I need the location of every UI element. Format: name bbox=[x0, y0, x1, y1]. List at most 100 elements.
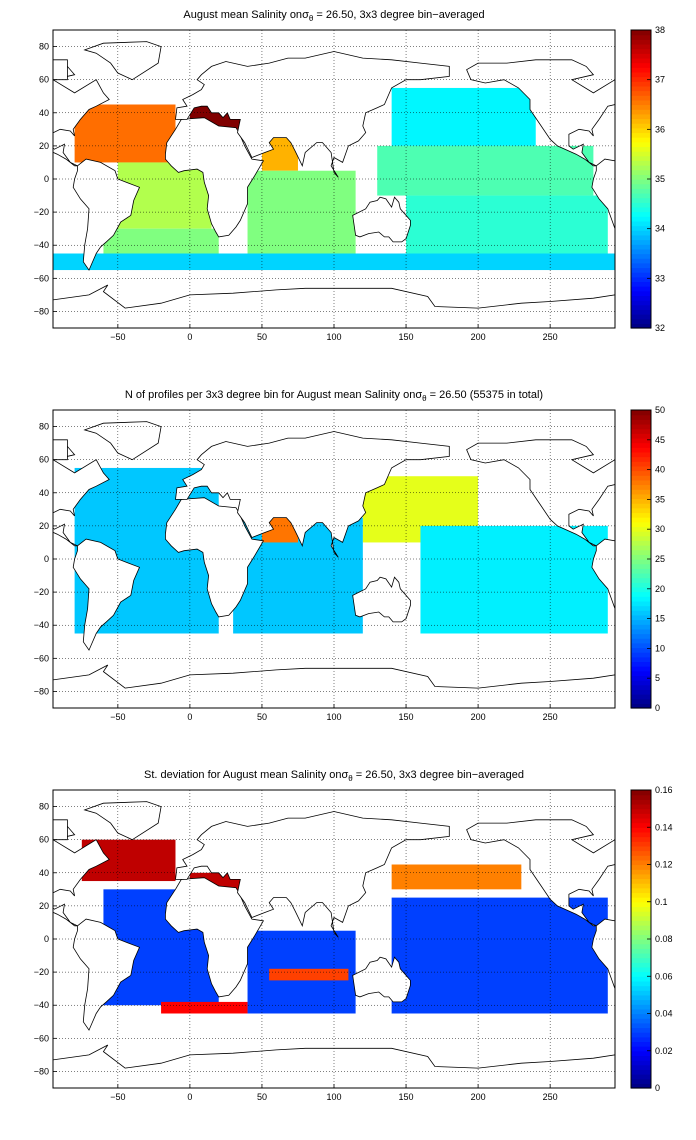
colorbar-step-22 bbox=[631, 605, 651, 611]
colorbar-step-27 bbox=[631, 202, 651, 208]
x-tick-label-3: 50 bbox=[257, 712, 267, 722]
colorbar-step-37 bbox=[631, 535, 651, 541]
x-tick-label-1: −50 bbox=[110, 332, 125, 342]
colorbar-step-47 bbox=[631, 489, 651, 495]
colorbar-step-36 bbox=[631, 920, 651, 926]
colorbar-step-51 bbox=[631, 90, 651, 96]
colorbar-step-61 bbox=[631, 423, 651, 430]
colorbar-step-54 bbox=[631, 456, 651, 462]
colorbar-step-12 bbox=[631, 272, 651, 278]
colorbar-step-57 bbox=[631, 62, 651, 68]
colorbar-step-5 bbox=[631, 684, 651, 690]
colorbar-step-60 bbox=[631, 48, 651, 54]
y-tick-label-9: −80 bbox=[34, 1066, 49, 1076]
colorbar-step-16 bbox=[631, 253, 651, 259]
colorbar-tick-label-8: 35 bbox=[655, 494, 665, 504]
colorbar-step-18 bbox=[631, 624, 651, 630]
colorbar-step-53 bbox=[631, 81, 651, 87]
colorbar-step-62 bbox=[631, 39, 651, 45]
colorbar-step-34 bbox=[631, 169, 651, 175]
colorbar-step-28 bbox=[631, 957, 651, 963]
colorbar-tick-label-7: 38 bbox=[655, 25, 665, 35]
colorbar-step-64 bbox=[631, 30, 651, 36]
colorbar-tick-label-6: 25 bbox=[655, 554, 665, 564]
x-tick-label-7: 250 bbox=[543, 332, 558, 342]
colorbar-step-32 bbox=[631, 559, 651, 565]
colorbar-step-63 bbox=[631, 794, 651, 800]
colorbar-tick-label-3: 0.04 bbox=[655, 1009, 673, 1019]
right-margin bbox=[615, 788, 629, 1090]
land-europe bbox=[175, 51, 450, 178]
y-tick-label-6: −20 bbox=[34, 967, 49, 977]
colorbar-step-43 bbox=[631, 507, 651, 514]
colorbar-step-43 bbox=[631, 887, 651, 894]
x-tick-label-3: 50 bbox=[257, 1092, 267, 1102]
colorbar-step-64 bbox=[631, 790, 651, 796]
colorbar-step-15 bbox=[631, 638, 651, 644]
colorbar-step-26 bbox=[631, 206, 651, 213]
colorbar-step-4 bbox=[631, 1069, 651, 1075]
colorbar-step-57 bbox=[631, 822, 651, 828]
colorbar-tick-label-1: 0 bbox=[655, 1083, 660, 1093]
colorbar-step-54 bbox=[631, 76, 651, 82]
colorbar-step-44 bbox=[631, 123, 651, 129]
colorbar: 0 0.02 0.04 0.06 0.08 0.1 0.12 0.14 0.16 bbox=[630, 785, 673, 1093]
colorbar-tick-label-1: 0 bbox=[655, 703, 660, 713]
heatmap-region-7 bbox=[391, 87, 536, 146]
colorbar-tick-label-8: 0.14 bbox=[655, 822, 673, 832]
colorbar-step-17 bbox=[631, 248, 651, 255]
land-australia bbox=[352, 956, 411, 1003]
chart-title: N of profiles per 3x3 degree bin for Aug… bbox=[125, 389, 543, 403]
colorbar-step-30 bbox=[631, 568, 651, 574]
colorbar-step-62 bbox=[631, 799, 651, 805]
colorbar-step-3 bbox=[631, 694, 651, 700]
x-tick-label-5: 150 bbox=[399, 712, 414, 722]
colorbar-tick-label-9: 40 bbox=[655, 465, 665, 475]
heatmap-region-1 bbox=[74, 104, 176, 163]
colorbar-step-2 bbox=[631, 318, 651, 324]
land-south-america bbox=[72, 918, 141, 1031]
chart-title: St. deviation for August mean Salinity o… bbox=[144, 769, 524, 783]
colorbar-step-2 bbox=[631, 1078, 651, 1084]
colorbar-step-57 bbox=[631, 442, 651, 448]
y-tick-label-7: −40 bbox=[34, 1000, 49, 1010]
colorbar-step-9 bbox=[631, 286, 651, 292]
colorbar-step-27 bbox=[631, 582, 651, 588]
colorbar-tick-label-5: 0.08 bbox=[655, 934, 673, 944]
colorbar-step-60 bbox=[631, 808, 651, 814]
colorbar-step-61 bbox=[631, 43, 651, 50]
colorbar-step-46 bbox=[631, 113, 651, 120]
y-tick-label-3: 40 bbox=[39, 108, 49, 118]
colorbar-step-25 bbox=[631, 591, 651, 597]
colorbar-step-43 bbox=[631, 127, 651, 134]
x-tick-label-2: 0 bbox=[187, 712, 192, 722]
colorbar-step-48 bbox=[631, 484, 651, 490]
colorbar-step-45 bbox=[631, 878, 651, 884]
colorbar-step-44 bbox=[631, 883, 651, 889]
colorbar-step-55 bbox=[631, 831, 651, 838]
colorbar-step-64 bbox=[631, 410, 651, 416]
colorbar-step-58 bbox=[631, 57, 651, 64]
x-tick-label-7: 250 bbox=[543, 1092, 558, 1102]
colorbar-step-41 bbox=[631, 137, 651, 143]
x-tick-label-5: 150 bbox=[399, 332, 414, 342]
colorbar-step-41 bbox=[631, 517, 651, 523]
colorbar-step-12 bbox=[631, 1032, 651, 1038]
y-tick-label-4: 20 bbox=[39, 141, 49, 151]
colorbar-step-51 bbox=[631, 850, 651, 856]
colorbar-step-6 bbox=[631, 300, 651, 306]
colorbar-step-11 bbox=[631, 656, 651, 663]
colorbar-step-55 bbox=[631, 71, 651, 78]
y-tick-label-1: 80 bbox=[39, 42, 49, 52]
colorbar-step-46 bbox=[631, 493, 651, 500]
heatmap-region-6 bbox=[247, 170, 356, 254]
colorbar: 32 33 34 35 36 37 38 bbox=[630, 25, 665, 333]
x-tick-label-6: 200 bbox=[471, 332, 486, 342]
y-tick-label-1: 80 bbox=[39, 802, 49, 812]
colorbar-step-31 bbox=[631, 183, 651, 189]
y-tick-label-6: −20 bbox=[34, 207, 49, 217]
y-tick-label-3: 40 bbox=[39, 868, 49, 878]
